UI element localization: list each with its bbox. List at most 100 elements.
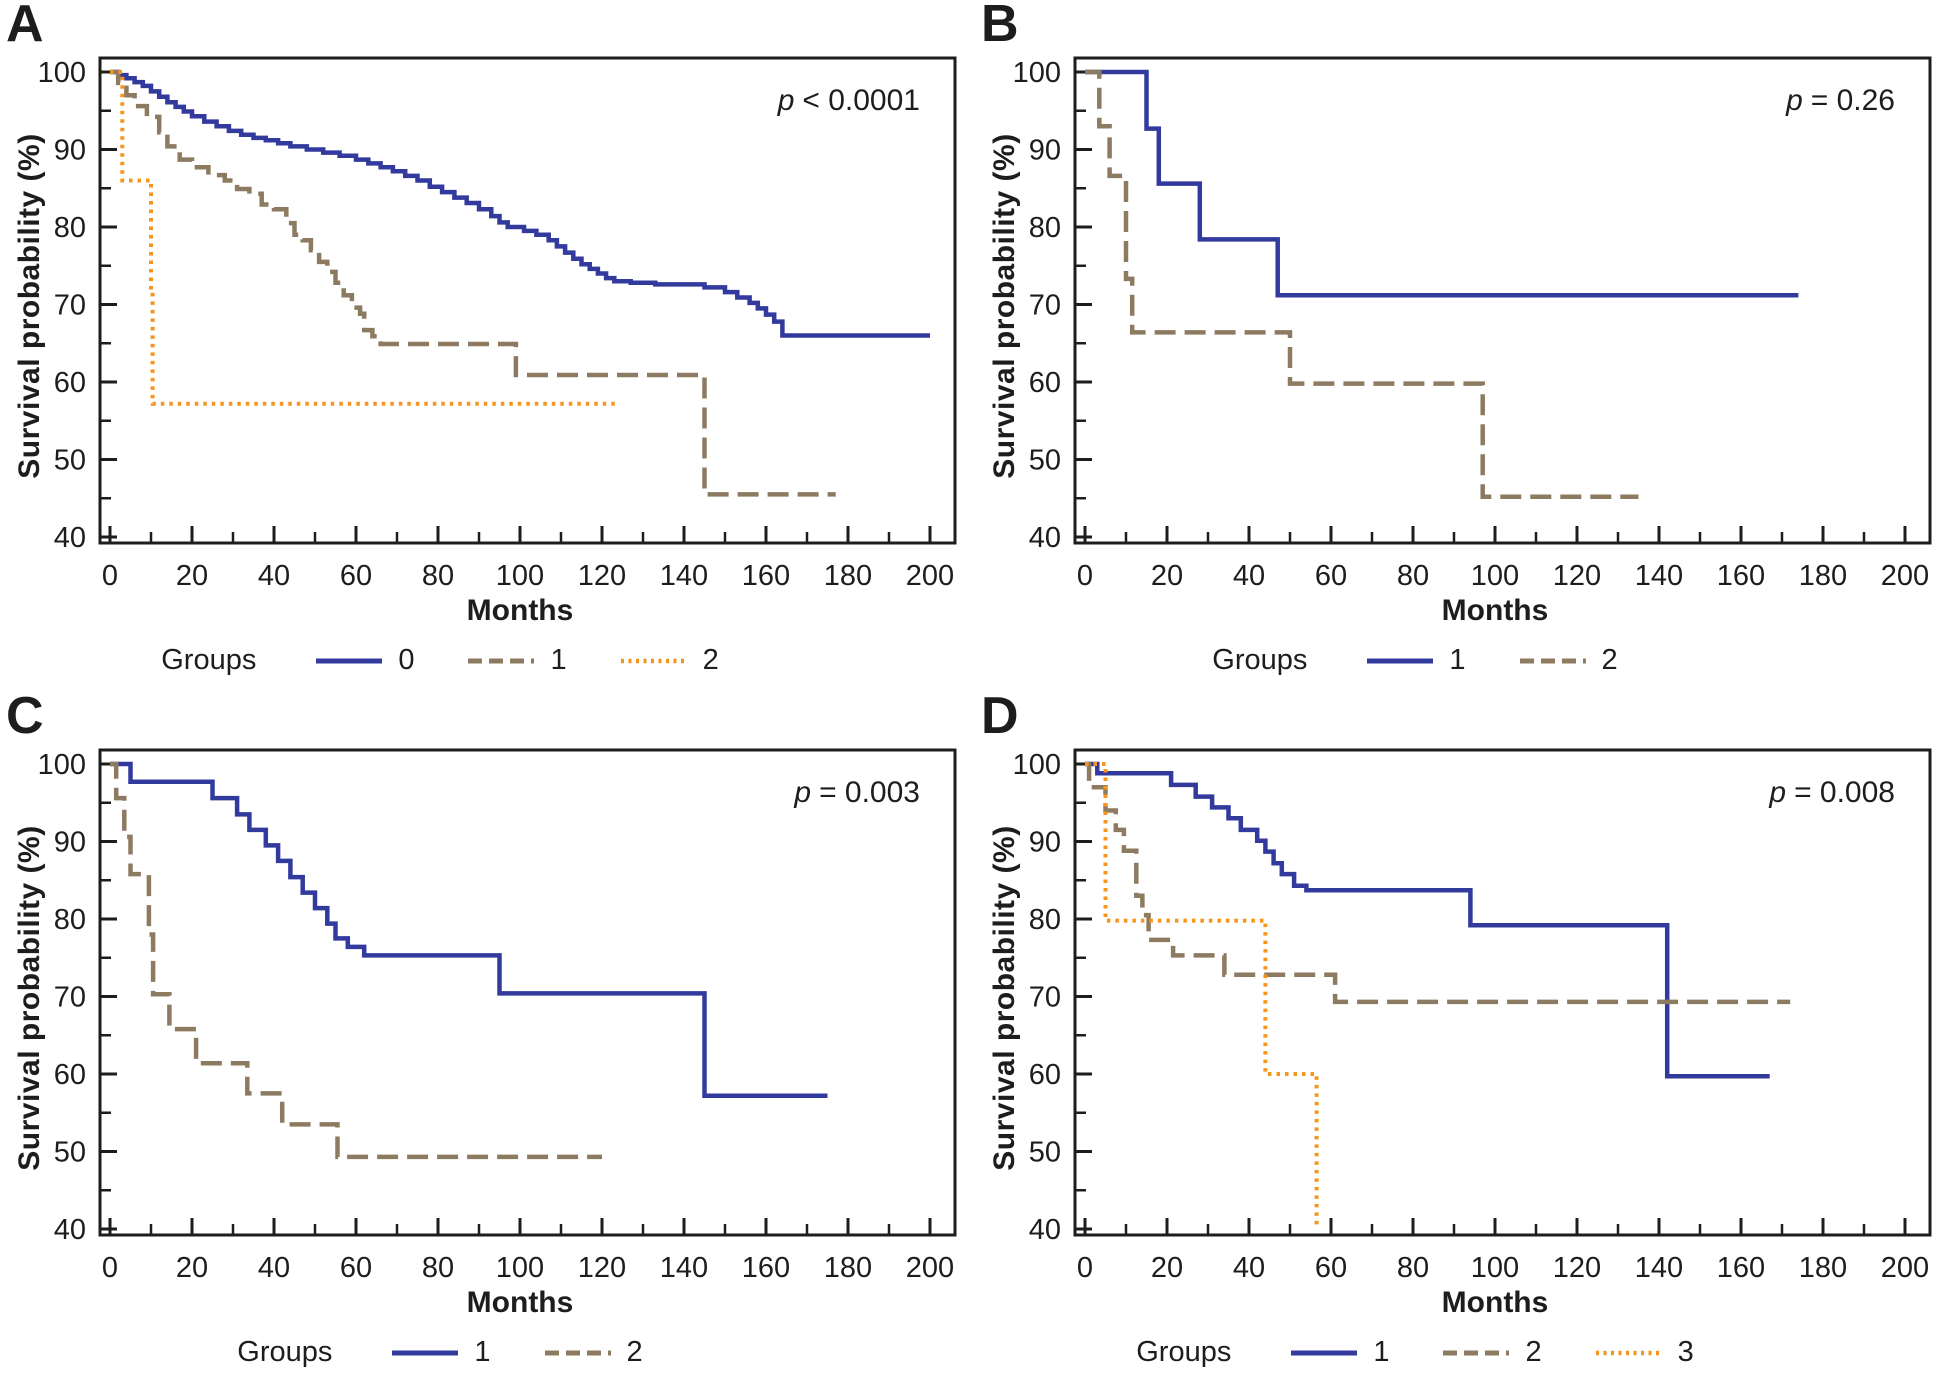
y-tick-label: 60 (1029, 367, 1061, 399)
y-tick-label: 90 (1029, 827, 1061, 859)
legend-group-label: 0 (398, 644, 415, 676)
legend-title: Groups (1212, 644, 1308, 676)
y-tick-label: 40 (54, 522, 86, 554)
x-tick-label: 80 (1397, 1252, 1429, 1284)
panel-label: D (981, 687, 1020, 745)
legend-item-group-2: 2 (1519, 644, 1618, 677)
legend-group-label: 2 (702, 644, 719, 676)
p-symbol: p (1769, 776, 1787, 809)
survival-curve-group-2 (1085, 761, 1791, 1005)
survival-curve-group-1 (1085, 69, 1799, 298)
solid-line-swatch-icon (392, 1350, 459, 1355)
y-tick-label: 60 (54, 1059, 86, 1091)
x-tick-label: 160 (742, 1252, 790, 1284)
solid-line-swatch-icon (1367, 658, 1434, 663)
x-tick-label: 80 (422, 1252, 454, 1284)
p-value: p = 0.26 (1786, 84, 1895, 118)
dashed-line-swatch-icon (1519, 658, 1586, 663)
y-tick-label: 100 (38, 749, 86, 781)
x-tick-label: 180 (1799, 1252, 1847, 1284)
x-tick-label: 100 (1471, 1252, 1519, 1284)
x-tick-label: 60 (1315, 560, 1347, 592)
x-tick-label: 20 (176, 1252, 208, 1284)
y-tick-label: 50 (54, 445, 86, 477)
x-tick-label: 120 (578, 1252, 626, 1284)
x-tick-label: 80 (422, 560, 454, 592)
y-tick-label: 100 (38, 57, 86, 89)
legend-group-label: 3 (1677, 1336, 1694, 1368)
x-tick-label: 140 (660, 560, 708, 592)
legend-group-label: 2 (1601, 644, 1618, 676)
legend-title: Groups (1136, 1336, 1232, 1368)
x-tick-label: 160 (742, 560, 790, 592)
legend-item-group-0: 0 (316, 644, 414, 677)
x-axis-title: Months (466, 594, 574, 627)
x-tick-label: 40 (1233, 560, 1265, 592)
p-value: p = 0.008 (1769, 776, 1895, 810)
x-tick-label: 40 (1233, 1252, 1265, 1284)
x-tick-label: 0 (1077, 560, 1093, 592)
panel-A: A Survival probability (%) 100 90 80 70 60 50… (0, 0, 974, 691)
x-tick-label: 180 (1799, 560, 1847, 592)
y-tick-label: 80 (54, 212, 86, 244)
y-tick-label: 60 (54, 367, 86, 399)
solid-line-swatch-icon (1291, 1350, 1358, 1355)
y-tick-label: 50 (54, 1137, 86, 1169)
x-tick-label: 200 (1881, 560, 1929, 592)
legend-item-group-2: 2 (620, 644, 719, 677)
survival-curve-group-1 (110, 69, 836, 497)
x-tick-label: 120 (578, 560, 626, 592)
legend: Groups 1 2 (1035, 644, 1795, 677)
survival-curve-group-1 (1085, 761, 1770, 1079)
dotted-line-swatch-icon (620, 658, 687, 663)
survival-curve-group-2 (110, 761, 602, 1160)
legend-item-group-1: 1 (1367, 644, 1466, 677)
legend-item-group-2: 2 (1443, 1336, 1542, 1369)
x-tick-label: 200 (1881, 1252, 1929, 1284)
y-tick-label: 100 (1013, 749, 1061, 781)
x-tick-label: 20 (1151, 1252, 1183, 1284)
x-tick-label: 60 (340, 560, 372, 592)
legend: Groups 1 2 (60, 1336, 820, 1369)
dashed-line-swatch-icon (544, 1350, 611, 1355)
x-tick-label: 100 (1471, 560, 1519, 592)
y-tick-label: 70 (1029, 982, 1061, 1014)
legend-group-label: 1 (474, 1336, 491, 1368)
y-tick-label: 60 (1029, 1059, 1061, 1091)
x-tick-label: 60 (340, 1252, 372, 1284)
p-number: = 0.003 (819, 776, 920, 809)
legend-item-group-1: 1 (392, 1336, 491, 1369)
p-value: p = 0.003 (794, 776, 920, 810)
x-tick-label: 60 (1315, 1252, 1347, 1284)
x-tick-label: 40 (258, 1252, 290, 1284)
p-number: = 0.008 (1794, 776, 1895, 809)
km-plot: 100 90 80 70 60 50 40 0 20 40 60 80 100 120 140 160 180 2… (38, 56, 957, 592)
x-tick-label: 160 (1717, 1252, 1765, 1284)
y-tick-label: 90 (54, 135, 86, 167)
survival-curve-group-0 (110, 69, 930, 338)
x-tick-label: 100 (496, 1252, 544, 1284)
legend-group-label: 1 (1449, 644, 1466, 676)
legend-title: Groups (161, 644, 257, 676)
y-tick-label: 80 (1029, 212, 1061, 244)
x-axis-title: Months (466, 1286, 574, 1319)
x-tick-label: 180 (824, 560, 872, 592)
p-number: = 0.26 (1810, 84, 1895, 117)
panel-B: B Survival probability (%) 100 90 80 70 60 50… (975, 0, 1949, 691)
panel-C: C Survival probability (%) 100 90 80 70 60 50… (0, 687, 974, 1383)
y-tick-label: 50 (1029, 445, 1061, 477)
p-value: p < 0.0001 (778, 84, 920, 118)
x-tick-label: 20 (1151, 560, 1183, 592)
dotted-line-swatch-icon (1595, 1350, 1662, 1355)
y-tick-label: 40 (1029, 1214, 1061, 1246)
y-tick-label: 50 (1029, 1137, 1061, 1169)
solid-line-swatch-icon (316, 658, 383, 663)
x-tick-label: 100 (496, 560, 544, 592)
legend-item-group-2: 2 (544, 1336, 643, 1369)
legend: Groups 1 2 3 (1035, 1336, 1795, 1369)
p-number: < 0.0001 (802, 84, 920, 117)
x-tick-label: 140 (660, 1252, 708, 1284)
legend-title: Groups (237, 1336, 333, 1368)
km-plot: 100 90 80 70 60 50 40 0 20 40 60 80 100 120 140 160 180 2… (1013, 748, 1932, 1284)
